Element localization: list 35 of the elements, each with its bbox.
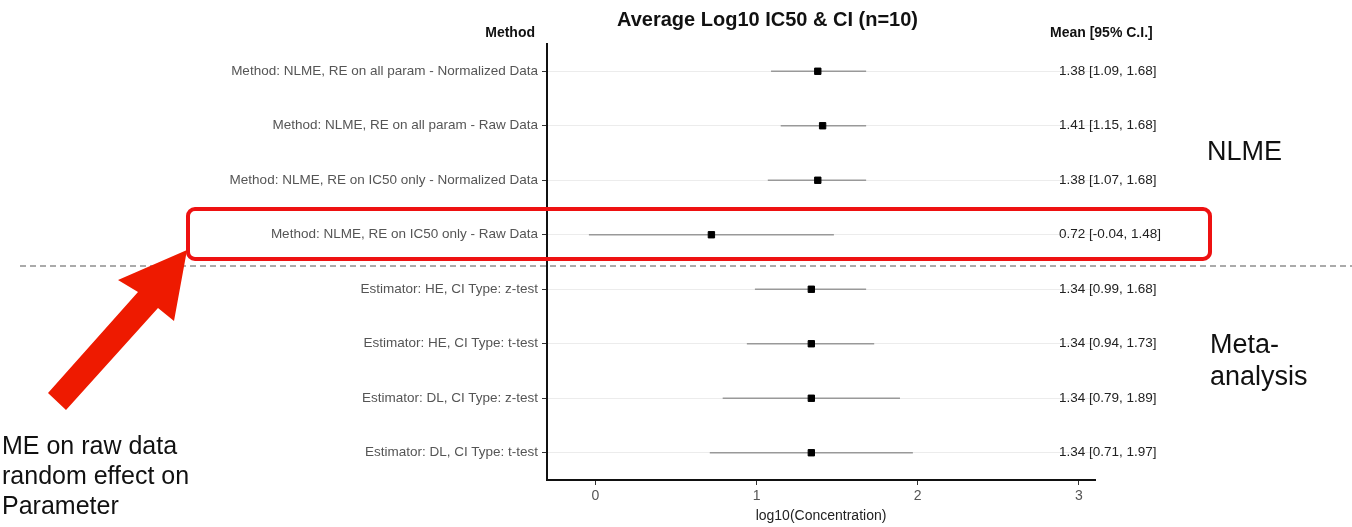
point [818, 122, 827, 130]
text: Meta-analysis [1210, 328, 1309, 392]
y-tick-label: Estimator: HE, CI Type: z-test [360, 280, 539, 296]
point [814, 176, 822, 184]
y-tick-label: Method: NLME, RE on IC50 only - Raw Data [270, 226, 539, 242]
data-label: 1.34 [0.71, 1.97] [1059, 444, 1157, 460]
x-tick-label: 2 [913, 487, 922, 504]
point [807, 340, 816, 348]
point [807, 449, 816, 457]
point [807, 285, 816, 293]
text: NLME [1207, 136, 1283, 167]
text: Method [484, 24, 535, 40]
y-tick-label: Estimator: DL, CI Type: z-test [361, 389, 539, 405]
data-label: 1.34 [0.94, 1.73] [1059, 335, 1157, 351]
data-label: 0.72 [-0.04, 1.48] [1059, 226, 1162, 242]
text: Mean [95% C.I.] [1050, 24, 1154, 40]
x-tick-label: 3 [1074, 487, 1083, 504]
point [814, 67, 822, 75]
point [807, 394, 816, 402]
chart-title: Average Log10 IC50 & CI (n=10) [616, 8, 919, 31]
data-label: 1.38 [1.07, 1.68] [1059, 171, 1157, 187]
data-label: 1.34 [0.79, 1.89] [1059, 389, 1157, 405]
data-label: 1.38 [1.09, 1.68] [1059, 62, 1157, 78]
y-tick-label: Method: NLME, RE on all param - Normalized Data [231, 62, 539, 78]
x-tick-label: 0 [591, 487, 600, 504]
data-label: 1.34 [0.99, 1.68] [1059, 280, 1157, 296]
y-tick-label: Estimator: DL, CI Type: t-test [364, 444, 539, 460]
y-tick-label: Method: NLME, RE on all param - Raw Data [272, 117, 539, 133]
x-axis-title: log10(Concentration) [755, 507, 887, 524]
y-tick-label: Method: NLME, RE on IC50 only - Normalized Data [229, 171, 539, 187]
data-label: 1.41 [1.15, 1.68] [1059, 117, 1157, 133]
point [707, 231, 716, 239]
y-tick-label: Estimator: HE, CI Type: t-test [363, 335, 539, 351]
x-tick-label: 1 [752, 487, 761, 504]
text: ME on raw data random effect on Parameter [2, 430, 190, 520]
